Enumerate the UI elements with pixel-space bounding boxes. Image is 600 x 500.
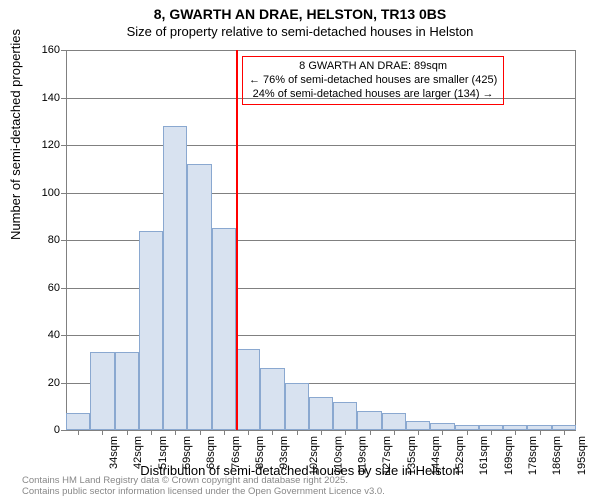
histogram-bar	[90, 352, 114, 430]
y-tick-mark	[61, 335, 66, 336]
histogram-bar	[382, 413, 406, 430]
x-tick-mark	[248, 430, 249, 435]
y-tick-label: 100	[30, 187, 60, 199]
x-tick-mark	[418, 430, 419, 435]
chart-container: 8, GWARTH AN DRAE, HELSTON, TR13 0BS Siz…	[0, 0, 600, 500]
x-tick-mark	[78, 430, 79, 435]
footer-text: Contains HM Land Registry data © Crown c…	[22, 476, 385, 498]
grid-line	[66, 145, 576, 146]
histogram-bar	[163, 126, 187, 430]
histogram-bar	[139, 231, 163, 431]
annotation-line: 8 GWARTH AN DRAE: 89sqm	[249, 60, 497, 74]
y-tick-label: 140	[30, 92, 60, 104]
x-tick-mark	[127, 430, 128, 435]
x-tick-mark	[491, 430, 492, 435]
x-tick-mark	[564, 430, 565, 435]
reference-line	[236, 50, 238, 430]
histogram-bar	[430, 423, 454, 430]
x-tick-mark	[175, 430, 176, 435]
histogram-bar	[357, 411, 381, 430]
x-tick-mark	[224, 430, 225, 435]
y-tick-mark	[61, 430, 66, 431]
y-tick-label: 160	[30, 44, 60, 56]
grid-line	[66, 50, 576, 51]
y-tick-mark	[61, 98, 66, 99]
x-tick-mark	[102, 430, 103, 435]
y-tick-mark	[61, 145, 66, 146]
histogram-bar	[309, 397, 333, 430]
title-block: 8, GWARTH AN DRAE, HELSTON, TR13 0BS Siz…	[0, 0, 600, 39]
y-tick-label: 60	[30, 282, 60, 294]
y-tick-mark	[61, 193, 66, 194]
x-tick-mark	[442, 430, 443, 435]
histogram-bar	[333, 402, 357, 431]
x-tick-mark	[540, 430, 541, 435]
y-tick-label: 80	[30, 234, 60, 246]
x-tick-mark	[345, 430, 346, 435]
x-tick-mark	[321, 430, 322, 435]
x-tick-mark	[370, 430, 371, 435]
y-tick-mark	[61, 240, 66, 241]
histogram-bar	[236, 349, 260, 430]
annotation-box: 8 GWARTH AN DRAE: 89sqm← 76% of semi-det…	[242, 56, 504, 105]
x-tick-mark	[467, 430, 468, 435]
y-tick-label: 0	[30, 424, 60, 436]
histogram-bar	[187, 164, 211, 430]
histogram-bar	[406, 421, 430, 431]
histogram-bar	[260, 368, 284, 430]
footer-line2: Contains public sector information licen…	[22, 487, 385, 498]
y-axis-label: Number of semi-detached properties	[8, 29, 23, 240]
x-tick-mark	[151, 430, 152, 435]
histogram-bar	[115, 352, 139, 430]
y-tick-label: 120	[30, 139, 60, 151]
y-tick-mark	[61, 383, 66, 384]
grid-line	[66, 193, 576, 194]
x-tick-mark	[394, 430, 395, 435]
plot-area: 34sqm42sqm51sqm59sqm68sqm76sqm85sqm93sqm…	[66, 50, 576, 430]
y-tick-label: 20	[30, 377, 60, 389]
x-tick-mark	[297, 430, 298, 435]
y-tick-mark	[61, 288, 66, 289]
title-line1: 8, GWARTH AN DRAE, HELSTON, TR13 0BS	[0, 6, 600, 22]
annotation-line: 24% of semi-detached houses are larger (…	[249, 88, 497, 102]
x-tick-mark	[515, 430, 516, 435]
annotation-line: ← 76% of semi-detached houses are smalle…	[249, 74, 497, 88]
histogram-bar	[285, 383, 309, 431]
x-tick-mark	[200, 430, 201, 435]
histogram-bar	[66, 413, 90, 430]
histogram-bar	[212, 228, 236, 430]
y-tick-label: 40	[30, 329, 60, 341]
y-tick-mark	[61, 50, 66, 51]
title-line2: Size of property relative to semi-detach…	[0, 24, 600, 39]
x-tick-mark	[272, 430, 273, 435]
